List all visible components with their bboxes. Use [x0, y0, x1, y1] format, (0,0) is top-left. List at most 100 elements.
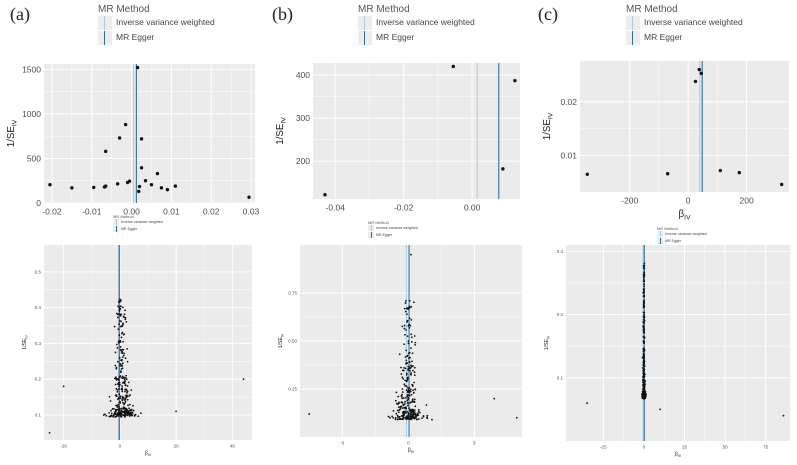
- data-point: [401, 397, 404, 400]
- data-point: [411, 408, 414, 411]
- legend-title: MR Method: [657, 226, 678, 231]
- data-point: [395, 391, 398, 394]
- data-point: [116, 347, 119, 349]
- y-axis-label: 1/SEIV: [544, 335, 550, 350]
- data-point: [404, 384, 407, 387]
- data-point: [643, 349, 646, 352]
- data-point: [116, 343, 118, 346]
- y-tick-label: 0.01: [560, 150, 577, 160]
- points: [586, 262, 785, 417]
- data-point: [643, 283, 645, 286]
- data-point: [173, 184, 178, 188]
- y-axis-label: 1/SEIV: [278, 333, 284, 348]
- data-point: [401, 325, 404, 328]
- y-tick-label: 400: [296, 70, 310, 80]
- data-point: [408, 306, 411, 309]
- data-point: [411, 398, 414, 401]
- data-point: [140, 412, 142, 415]
- data-point: [405, 362, 407, 365]
- data-point: [126, 347, 128, 350]
- x-axis-label: βIV: [145, 451, 152, 457]
- data-point: [408, 323, 410, 326]
- plot-panel: [313, 63, 520, 199]
- data-point: [410, 366, 413, 368]
- data-point: [414, 341, 417, 344]
- data-point: [394, 418, 397, 421]
- data-point: [405, 307, 408, 310]
- data-point: [116, 388, 119, 391]
- legend-b-top: MR Method Inverse variance weighted MR E…: [358, 4, 475, 45]
- plot-panel: [44, 64, 255, 203]
- data-point: [642, 385, 644, 387]
- data-point: [121, 364, 124, 367]
- data-point: [242, 378, 245, 381]
- data-point: [406, 399, 409, 402]
- data-point: [149, 183, 154, 187]
- legend-label-ivw: Inverse variance weighted: [121, 220, 163, 224]
- data-point: [407, 401, 409, 404]
- y-tick-label: 0.1: [35, 413, 42, 418]
- y-tick-label: 0.3: [35, 341, 42, 346]
- data-point: [124, 388, 127, 391]
- data-point: [115, 394, 118, 396]
- data-point: [403, 324, 406, 327]
- y-tick-label: 0.2: [557, 312, 564, 317]
- data-point: [123, 412, 126, 415]
- data-point: [643, 393, 646, 396]
- data-point: [642, 340, 645, 343]
- data-point: [397, 416, 399, 418]
- data-point: [122, 340, 124, 343]
- data-point: [118, 385, 121, 388]
- data-point: [407, 398, 409, 401]
- data-point: [115, 404, 117, 407]
- data-point: [431, 418, 433, 421]
- data-point: [117, 136, 122, 140]
- data-point: [659, 408, 662, 411]
- data-point: [407, 325, 410, 327]
- data-point: [125, 320, 128, 323]
- data-point: [118, 393, 121, 396]
- chart-(c)-bottom: -25 0 25 50 75 0.1 0.2 0.3 1/SEIV βIV: [544, 245, 790, 458]
- data-point: [409, 373, 412, 376]
- data-point: [409, 388, 412, 391]
- data-point: [117, 377, 120, 380]
- data-point: [117, 341, 120, 344]
- data-point: [643, 396, 645, 399]
- data-point: [400, 366, 402, 369]
- chart-(a)-top: -0.02 -0.01 0.00 0.01 0.02 0.03 0 500 1000 1500 1/…: [6, 64, 260, 217]
- data-point: [387, 415, 390, 418]
- data-point: [413, 335, 416, 337]
- data-point: [124, 398, 127, 401]
- legend-key-ivw: [626, 15, 640, 30]
- data-point: [642, 301, 645, 304]
- data-point: [409, 324, 412, 327]
- data-point: [407, 404, 409, 407]
- data-point: [115, 377, 117, 380]
- data-point: [398, 353, 401, 356]
- legend-key-egger: [368, 232, 374, 239]
- data-point: [127, 381, 130, 384]
- legend-label-ivw: Inverse variance weighted: [116, 17, 215, 27]
- data-point: [643, 305, 645, 308]
- data-point: [133, 414, 136, 416]
- data-point: [137, 189, 141, 194]
- legend-key-ivw: [657, 231, 663, 238]
- data-point: [124, 384, 127, 386]
- data-point: [308, 413, 311, 415]
- x-tick-label: 0.01: [163, 207, 180, 217]
- data-point: [110, 409, 112, 412]
- data-point: [642, 311, 645, 314]
- data-point: [117, 328, 120, 331]
- data-point: [124, 410, 127, 412]
- data-point: [643, 313, 646, 316]
- data-point: [643, 271, 646, 273]
- data-point: [411, 360, 413, 363]
- data-point: [501, 167, 505, 171]
- y-tick-label: 500: [27, 153, 41, 163]
- data-point: [643, 356, 646, 359]
- data-point: [404, 333, 406, 336]
- data-point: [124, 316, 127, 319]
- data-point: [412, 389, 414, 392]
- data-point: [401, 393, 403, 396]
- data-point: [247, 195, 251, 199]
